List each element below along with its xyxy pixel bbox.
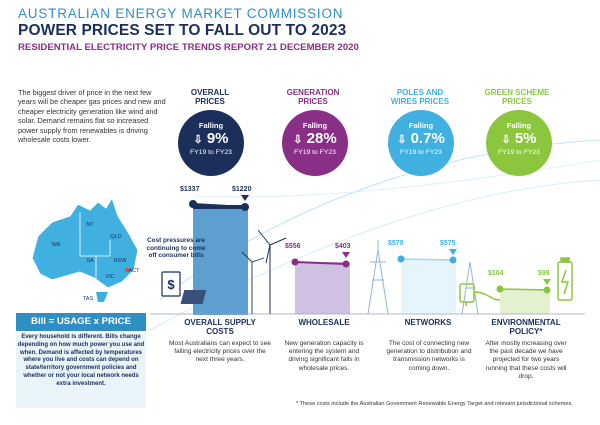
pct-green: 5% bbox=[514, 130, 537, 147]
falling-label: Falling bbox=[198, 121, 224, 130]
col-title-networks: POLES AND WIRES PRICES bbox=[390, 88, 450, 106]
down-triangle-icon bbox=[449, 249, 457, 255]
australia-map: WA NT QLD SA NSW VIC ACT TAS bbox=[31, 196, 141, 302]
desc-environmental: After mostly increasing over the past de… bbox=[485, 340, 567, 380]
price-green-start: $104 bbox=[488, 270, 504, 277]
down-arrow-icon: ⇩ bbox=[193, 134, 203, 146]
page-title: POWER PRICES SET TO FALL OUT TO 2023 bbox=[18, 22, 347, 39]
act-marker bbox=[125, 268, 129, 272]
state-label-tas: TAS bbox=[83, 296, 94, 302]
down-arrow-icon: ⇩ bbox=[501, 134, 511, 146]
down-triangle-icon bbox=[241, 195, 249, 201]
down-triangle-icon bbox=[342, 252, 350, 258]
line-green bbox=[499, 288, 548, 291]
block-networks bbox=[401, 260, 456, 314]
state-label-act: ACT bbox=[129, 268, 141, 274]
bill-equation-text: Every household is different. Bills chan… bbox=[16, 334, 146, 408]
price-overall-end: $1220 bbox=[232, 186, 252, 193]
dot-generation-end bbox=[342, 260, 350, 268]
green-plug-icon bbox=[459, 283, 501, 306]
price-networks-start: $579 bbox=[388, 240, 404, 247]
down-arrow-icon: ⇩ bbox=[397, 134, 407, 146]
block-generation bbox=[295, 262, 350, 314]
organisation-name: AUSTRALIAN ENERGY MARKET COMMISSION bbox=[18, 6, 344, 21]
circle-overall: Falling ⇩ 9% FY19 to FY23 bbox=[178, 110, 244, 176]
bill-equation-title: Bill = USAGE x PRICE bbox=[16, 313, 146, 331]
falling-label: Falling bbox=[506, 121, 532, 130]
down-arrow-icon: ⇩ bbox=[293, 134, 303, 146]
price-green-end: $99 bbox=[538, 270, 550, 277]
battery-icon bbox=[557, 257, 573, 301]
solar-panel-icon bbox=[180, 290, 207, 304]
state-label-qld: QLD bbox=[110, 234, 121, 240]
cost-pressure-note: Cost pressures are continuing to come of… bbox=[146, 237, 206, 260]
dot-generation-start bbox=[291, 258, 299, 266]
page-subtitle: RESIDENTIAL ELECTRICITY PRICE TRENDS REP… bbox=[18, 42, 359, 53]
pct-overall: 9% bbox=[206, 130, 229, 147]
australia-outline bbox=[31, 196, 139, 289]
state-label-wa: WA bbox=[52, 242, 61, 248]
section-overall: OVERALL SUPPLY COSTS bbox=[184, 318, 256, 336]
state-label-nt: NT bbox=[86, 222, 94, 228]
block-overall-top bbox=[193, 205, 248, 209]
period-overall: FY19 to FY23 bbox=[190, 149, 232, 156]
line-networks bbox=[400, 258, 454, 261]
bill-receipt-icon: $ bbox=[161, 271, 181, 297]
tasmania-outline bbox=[96, 292, 108, 302]
period-networks: FY19 to FY23 bbox=[400, 149, 442, 156]
power-pylon-icon bbox=[367, 240, 479, 315]
price-overall-start: $1337 bbox=[180, 186, 200, 193]
line-overall bbox=[192, 203, 246, 208]
block-green bbox=[500, 290, 550, 314]
dot-green-end bbox=[543, 286, 551, 294]
col-title-green: GREEN SCHEME PRICES bbox=[484, 88, 550, 106]
circle-generation: Falling ⇩ 28% FY19 to FY23 bbox=[282, 110, 348, 176]
footnote: * These costs include the Australian Gov… bbox=[296, 401, 573, 407]
intro-text: The biggest driver of price in the next … bbox=[18, 88, 166, 145]
desc-networks: The cost of connecting new generation to… bbox=[386, 340, 472, 372]
wind-turbine-icon bbox=[241, 251, 265, 314]
circle-green: Falling ⇩ 5% FY19 to FY23 bbox=[486, 110, 552, 176]
state-label-vic: VIC bbox=[105, 274, 114, 280]
dot-overall-end bbox=[241, 203, 249, 211]
section-networks: NETWORKS bbox=[404, 318, 452, 327]
state-label-sa: SA bbox=[86, 258, 94, 264]
dot-networks-start bbox=[397, 255, 405, 263]
falling-label: Falling bbox=[302, 121, 328, 130]
price-generation-end: $403 bbox=[335, 243, 351, 250]
down-triangle-icon bbox=[543, 279, 551, 285]
svg-text:$: $ bbox=[167, 277, 175, 292]
falling-label: Falling bbox=[408, 121, 434, 130]
desc-overall: Most Australians can expect to see falli… bbox=[169, 340, 271, 364]
col-title-generation: GENERATION PRICES bbox=[286, 88, 340, 106]
price-generation-start: $556 bbox=[285, 243, 301, 250]
dot-overall-start bbox=[189, 200, 197, 208]
wind-turbine-icon bbox=[257, 229, 287, 314]
state-label-nsw: NSW bbox=[114, 258, 128, 264]
line-generation bbox=[294, 261, 347, 265]
period-generation: FY19 to FY23 bbox=[294, 149, 336, 156]
dot-green-start bbox=[496, 285, 504, 293]
desc-wholesale: New generation capacity is entering the … bbox=[284, 340, 364, 372]
period-green: FY19 to FY23 bbox=[498, 149, 540, 156]
circle-networks: Falling ⇩ 0.7% FY19 to FY23 bbox=[388, 110, 454, 176]
pct-networks: 0.7% bbox=[410, 130, 445, 147]
price-networks-end: $575 bbox=[440, 240, 456, 247]
dot-networks-end bbox=[449, 256, 457, 264]
col-title-overall: OVERALL PRICES bbox=[190, 88, 230, 106]
section-wholesale: WHOLESALE bbox=[298, 318, 350, 327]
section-environmental: ENVIRONMENTAL POLICY* bbox=[491, 318, 561, 336]
pct-generation: 28% bbox=[306, 130, 337, 147]
